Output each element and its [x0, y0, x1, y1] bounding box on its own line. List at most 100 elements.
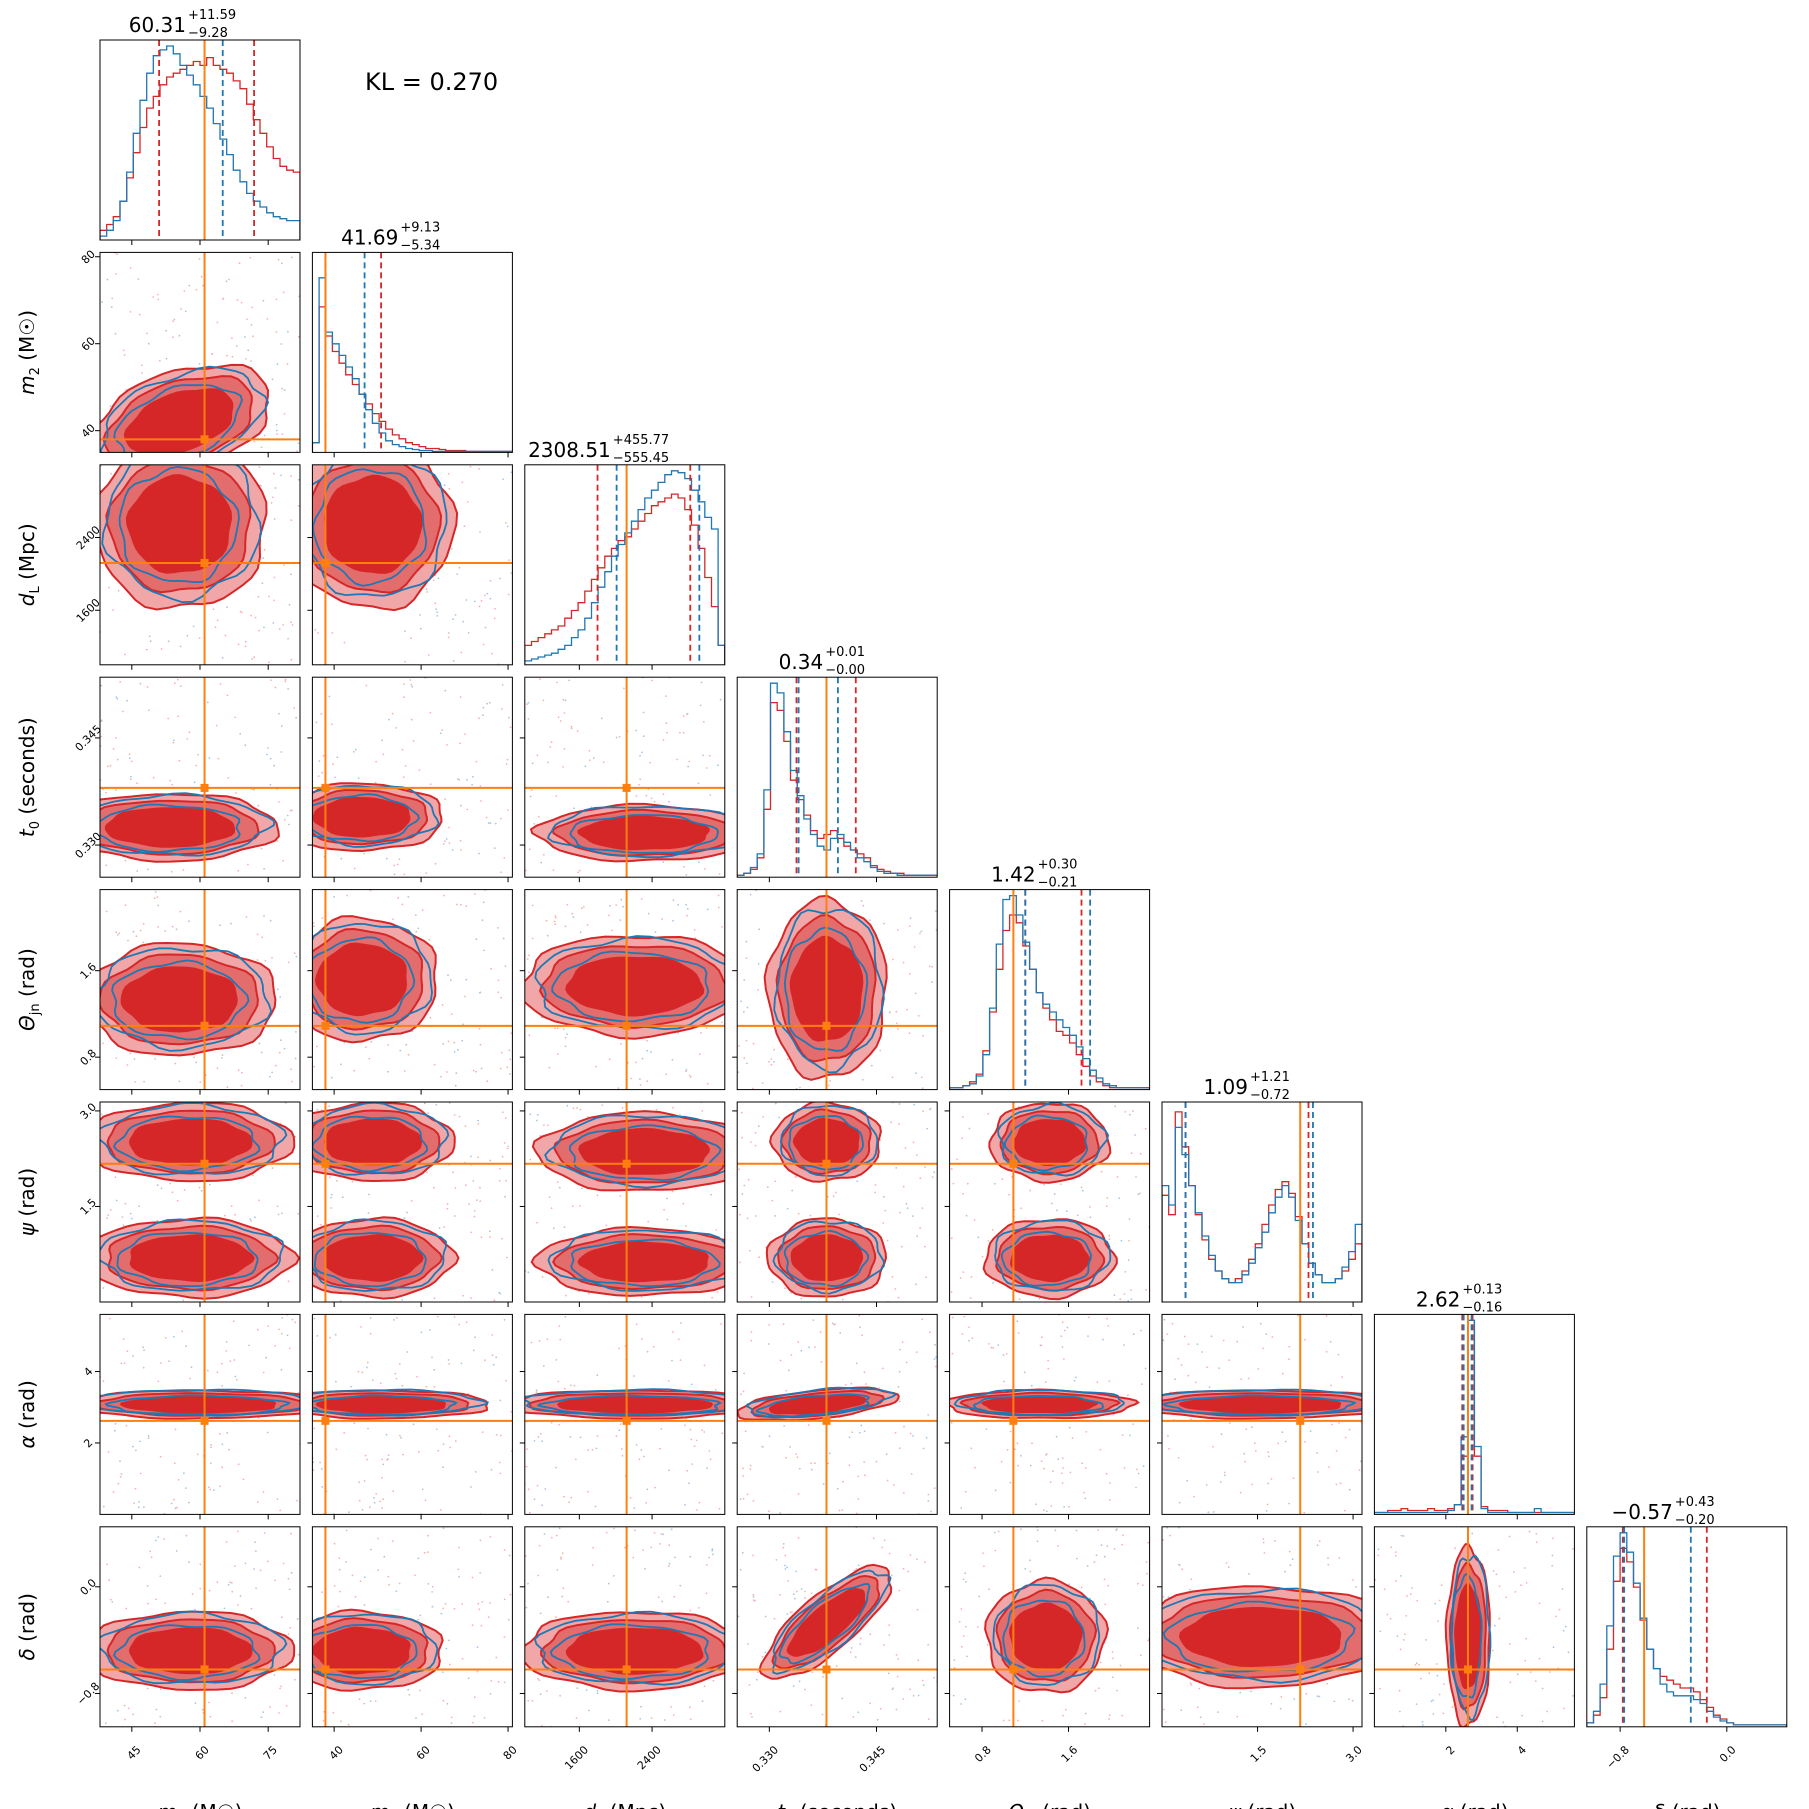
- scatter-point: [652, 1345, 655, 1348]
- scatter-point: [854, 1656, 857, 1658]
- scatter-point: [562, 698, 565, 701]
- scatter-point: [555, 1534, 558, 1537]
- scatter-point: [1095, 1554, 1098, 1557]
- scatter-point: [489, 1159, 492, 1162]
- scatter-point: [1000, 1460, 1003, 1463]
- scatter-point: [234, 716, 237, 719]
- scatter-point: [368, 1193, 370, 1196]
- scatter-point: [1108, 1380, 1111, 1382]
- scatter-point: [145, 648, 148, 651]
- scatter-point: [756, 1671, 759, 1673]
- scatter-point: [761, 1446, 764, 1448]
- scatter-point: [459, 839, 462, 842]
- scatter-point: [705, 1592, 708, 1595]
- scatter-point: [351, 1574, 354, 1577]
- scatter-point: [1318, 1695, 1321, 1698]
- scatter-point: [630, 1077, 632, 1080]
- scatter-point: [340, 857, 343, 860]
- contour-blue-outer: [312, 1218, 447, 1292]
- scatter-point: [361, 1508, 364, 1511]
- scatter-point: [200, 1189, 203, 1192]
- scatter-point: [1137, 1627, 1139, 1629]
- scatter-point: [1223, 1471, 1226, 1474]
- scatter-point: [618, 735, 621, 738]
- scatter-point: [789, 1446, 791, 1448]
- axis-label-m2: m2 (M☉): [370, 1800, 455, 1809]
- scatter-point: [742, 1497, 745, 1500]
- scatter-point: [554, 923, 557, 925]
- title-plus: +0.13: [1462, 1282, 1502, 1297]
- scatter-point: [1057, 1458, 1060, 1461]
- kl-label: KL = 0.270: [365, 68, 498, 96]
- scatter-point: [266, 1431, 269, 1434]
- scatter-point: [115, 273, 117, 275]
- scatter-point: [557, 716, 560, 719]
- scatter-point: [444, 798, 447, 800]
- scatter-point: [459, 696, 462, 698]
- scatter-point: [921, 1087, 924, 1090]
- scatter-point: [198, 363, 201, 365]
- scatter-point: [504, 1195, 506, 1198]
- scatter-point: [1521, 1714, 1523, 1717]
- contour-blue-outer: [546, 805, 725, 859]
- scatter-point: [1030, 1384, 1033, 1387]
- scatter-point: [546, 934, 549, 937]
- panel-frame: [311, 889, 513, 1091]
- scatter-point: [460, 1362, 463, 1365]
- scatter-point: [234, 1213, 237, 1216]
- scatter-point: [1116, 1689, 1118, 1692]
- contour-red-inner: [312, 1626, 411, 1675]
- scatter-point: [271, 378, 274, 381]
- scatter-point: [595, 1065, 597, 1068]
- truth-marker: [1009, 1416, 1018, 1425]
- scatter-point: [809, 1214, 812, 1217]
- title-minus: −0.00: [825, 663, 865, 678]
- scatter-point: [146, 332, 148, 335]
- scatter-point: [499, 1399, 502, 1402]
- hist-blue-thetajn: [949, 894, 1150, 1090]
- scatter-point: [650, 1051, 652, 1053]
- scatter-point: [107, 1214, 109, 1216]
- scatter-point: [1305, 1723, 1307, 1725]
- scatter-point: [623, 687, 625, 690]
- scatter-point: [685, 1070, 687, 1073]
- scatter-point: [474, 1471, 477, 1473]
- scatter-point: [290, 256, 293, 259]
- scatter-point: [229, 1581, 232, 1584]
- scatter-point: [124, 1718, 126, 1721]
- scatter-point: [1137, 1472, 1140, 1475]
- scatter-point: [961, 1137, 963, 1140]
- scatter-point: [506, 758, 509, 761]
- scatter-point: [239, 733, 242, 735]
- scatter-point: [119, 1460, 121, 1463]
- scatter-point: [539, 678, 541, 680]
- scatter-point: [586, 924, 589, 926]
- scatter-point: [287, 1577, 290, 1580]
- scatter-point: [414, 1574, 416, 1577]
- scatter-point: [175, 928, 178, 931]
- scatter-point: [897, 1296, 900, 1299]
- scatter-point: [219, 683, 222, 685]
- y-tick-label: 40: [79, 421, 98, 440]
- scatter-point: [797, 1537, 800, 1539]
- svg-text:ψ (rad): ψ (rad): [15, 1168, 39, 1236]
- scatter-point: [261, 582, 264, 584]
- scatter-point: [296, 1618, 299, 1620]
- scatter-point: [441, 1004, 444, 1006]
- scatter-point: [1355, 1586, 1357, 1588]
- scatter-point: [221, 1054, 224, 1057]
- scatter-point: [1144, 1127, 1147, 1130]
- scatter-point: [507, 1618, 510, 1621]
- scatter-point: [183, 1472, 185, 1475]
- scatter-point: [1068, 1583, 1070, 1586]
- scatter-point: [699, 704, 702, 707]
- title-dL: 2308.51 +455.77−555.45: [528, 433, 669, 466]
- scatter-point: [1093, 1561, 1096, 1564]
- scatter-point: [280, 1332, 283, 1335]
- scatter-point: [235, 792, 237, 794]
- scatter-point: [279, 1509, 282, 1512]
- scatter-point: [773, 1617, 776, 1620]
- scatter-point: [226, 1086, 229, 1089]
- scatter-point: [1121, 1434, 1124, 1436]
- scatter-point: [1418, 1663, 1420, 1666]
